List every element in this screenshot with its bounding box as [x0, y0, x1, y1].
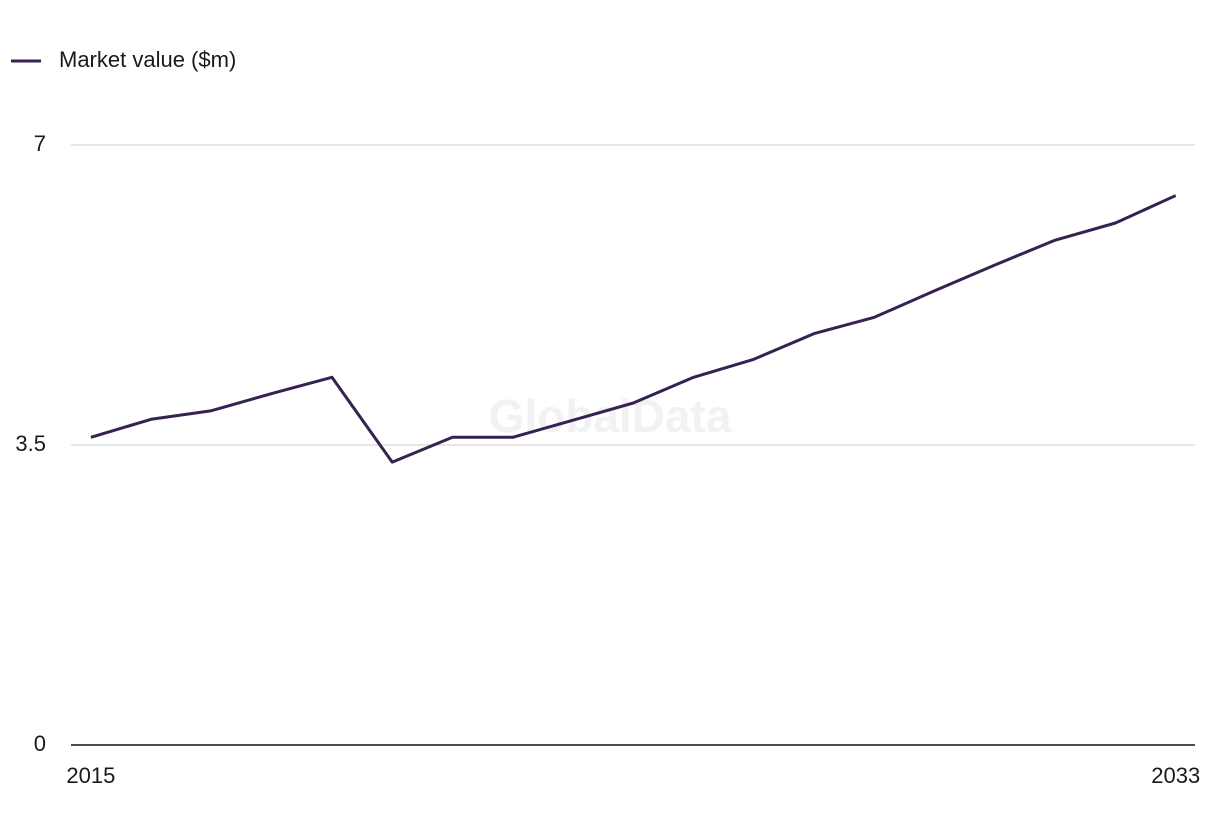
y-tick-label: 7 [34, 131, 46, 156]
x-tick-label: 2015 [66, 763, 115, 788]
y-tick-label: 0 [34, 731, 46, 756]
x-tick-label: 2033 [1151, 763, 1200, 788]
data-line [90, 194, 1177, 464]
y-tick-label: 3.5 [15, 431, 46, 456]
legend-label: Market value ($m) [59, 47, 236, 72]
